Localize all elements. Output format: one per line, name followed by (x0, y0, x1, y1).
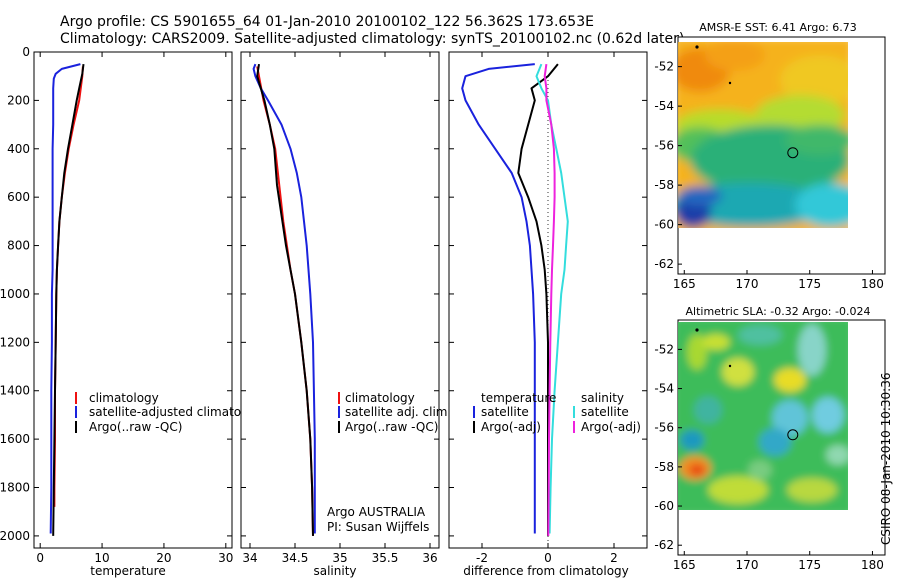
x-tick-label: 35.5 (372, 551, 399, 565)
legend-title-salinity: salinity (581, 391, 624, 405)
sla-map-ticks: 165 170 175 180 -52 -54 -56 -58 -60 -62 (654, 342, 884, 572)
legend-label-argo: Argo(..raw -QC) (345, 420, 438, 434)
map-y-tick-label: -56 (654, 139, 674, 153)
y-tick-label: 1000 (0, 287, 30, 301)
legend-label-satellite: satellite adj. clim. (345, 405, 451, 419)
pi-annotation: PI: Susan Wijffels (327, 520, 429, 534)
difference-ticks: -2 0 2 (449, 51, 647, 565)
map-y-tick-label: -58 (654, 178, 674, 192)
map-x-tick-label: 175 (798, 558, 821, 572)
map-x-tick-label: 180 (861, 558, 884, 572)
salinity-lines (252, 63, 316, 536)
x-tick-label: 20 (156, 551, 171, 565)
salinity-xlabel: salinity (313, 564, 356, 578)
legend-label-argo: Argo(..raw -QC) (89, 420, 182, 434)
sla-map-panel: Altimetric SLA: -0.32 Argo: -0.024 (654, 305, 886, 572)
y-tick-label: 600 (7, 190, 30, 204)
series-line-temp_satellite (461, 63, 536, 534)
map-y-tick-label: -60 (654, 499, 674, 513)
y-tick-label: 1200 (0, 335, 30, 349)
map-x-tick-label: 165 (673, 277, 696, 291)
y-tick-label: 1800 (0, 481, 30, 495)
x-tick-label: 2 (610, 551, 618, 565)
map-y-tick-label: -52 (654, 342, 674, 356)
legend-label-temp-argo: Argo(-adj) (481, 420, 541, 434)
map-y-tick-label: -52 (654, 60, 674, 74)
x-tick-label: 30 (218, 551, 233, 565)
y-tick-label: 400 (7, 142, 30, 156)
sst-field (678, 42, 848, 228)
series-line-argo (52, 63, 85, 536)
legend-label-climatology: climatology (345, 391, 415, 405)
x-tick-label: 0 (544, 551, 552, 565)
salinity-panel: 34 34.5 35 35.5 36 salinity climatology sate… (240, 51, 451, 578)
salinity-plot-frame (240, 51, 440, 549)
x-tick-label: -2 (476, 551, 488, 565)
temperature-plot-frame (33, 51, 233, 549)
series-line-argo (256, 63, 314, 536)
y-tick-label: 800 (7, 239, 30, 253)
y-tick-label: 1600 (0, 432, 30, 446)
map-x-tick-label: 170 (736, 277, 759, 291)
sst-track-dot (695, 45, 699, 49)
map-x-tick-label: 170 (736, 558, 759, 572)
map-y-tick-label: -56 (654, 421, 674, 435)
map-y-tick-label: -54 (654, 99, 674, 113)
sst-profile-marker (787, 147, 799, 159)
legend-title-temperature: temperature (481, 391, 556, 405)
difference-xlabel: difference from climatology (463, 564, 629, 578)
map-x-tick-label: 175 (798, 277, 821, 291)
map-y-tick-label: -58 (654, 460, 674, 474)
legend-label-sal-argo: Argo(-adj) (581, 420, 641, 434)
sla-profile-marker (787, 429, 799, 441)
series-line-temp_argo (517, 63, 559, 536)
temperature-xlabel: temperature (90, 564, 165, 578)
legend-label-satellite: satellite-adjusted climatology (89, 405, 267, 419)
map-x-tick-label: 165 (673, 558, 696, 572)
figure-title-line2: Climatology: CARS2009. Satellite-adjuste… (60, 31, 684, 47)
difference-legend-temperature: temperature satellite Argo(-adj) (473, 391, 556, 434)
sla-map-title: Altimetric SLA: -0.32 Argo: -0.024 (686, 305, 871, 318)
series-line-satellite (49, 63, 81, 534)
salinity-ticks: 34 34.5 35 35.5 36 (241, 51, 439, 565)
x-tick-label: 34.5 (282, 551, 309, 565)
sst-map-ticks: 165 170 175 180 -52 -54 -56 -58 -60 -62 (654, 60, 884, 291)
map-x-tick-label: 180 (861, 277, 884, 291)
y-tick-label: 1400 (0, 384, 30, 398)
x-tick-label: 0 (36, 551, 44, 565)
temperature-lines (49, 63, 85, 536)
y-tick-label: 0 (22, 45, 30, 59)
map-y-tick-label: -62 (654, 538, 674, 552)
temperature-ticks: 0 10 20 30 0 200 400 600 800 1000 1200 1400 1600 1800… (0, 45, 233, 565)
temperature-panel: 0 10 20 30 0 200 400 600 800 1000 1200 1400 1600 1800… (0, 45, 267, 578)
legend-label-sal-satellite: satellite (581, 405, 629, 419)
x-tick-label: 35 (332, 551, 347, 565)
salinity-legend: climatology satellite adj. clim. Argo(..… (338, 391, 451, 434)
sst-map-panel: AMSR-E SST: 6.41 Argo: 6.73 165 170 175 180… (654, 21, 886, 291)
map-y-tick-label: -60 (654, 218, 674, 232)
x-tick-label: 34 (242, 551, 257, 565)
sla-track-dot (728, 364, 732, 368)
legend-label-climatology: climatology (89, 391, 159, 405)
sst-map-title: AMSR-E SST: 6.41 Argo: 6.73 (699, 21, 857, 34)
x-tick-label: 36 (422, 551, 437, 565)
sst-track-dot (728, 81, 732, 85)
temperature-legend: climatology satellite-adjusted climatolo… (75, 391, 267, 434)
map-y-tick-label: -54 (654, 382, 674, 396)
figure-title-line1: Argo profile: CS 5901655_64 01-Jan-2010 … (60, 14, 594, 30)
series-line-sal_argo (543, 63, 556, 536)
x-tick-label: 10 (94, 551, 109, 565)
y-tick-label: 2000 (0, 529, 30, 543)
sla-track-dot (695, 328, 699, 332)
y-tick-label: 200 (7, 93, 30, 107)
map-y-tick-label: -62 (654, 257, 674, 271)
sla-field (678, 322, 848, 510)
legend-label-temp-satellite: satellite (481, 405, 529, 419)
difference-lines (461, 63, 569, 536)
difference-legend-salinity: salinity satellite Argo(-adj) (573, 391, 641, 434)
data-source-annotation: Argo AUSTRALIA (327, 505, 426, 519)
timestamp-stamp: CSIRO 08-Jan-2010 10:30:36 (879, 373, 893, 545)
difference-panel: -2 0 2 difference from climatology tempera… (448, 51, 648, 578)
